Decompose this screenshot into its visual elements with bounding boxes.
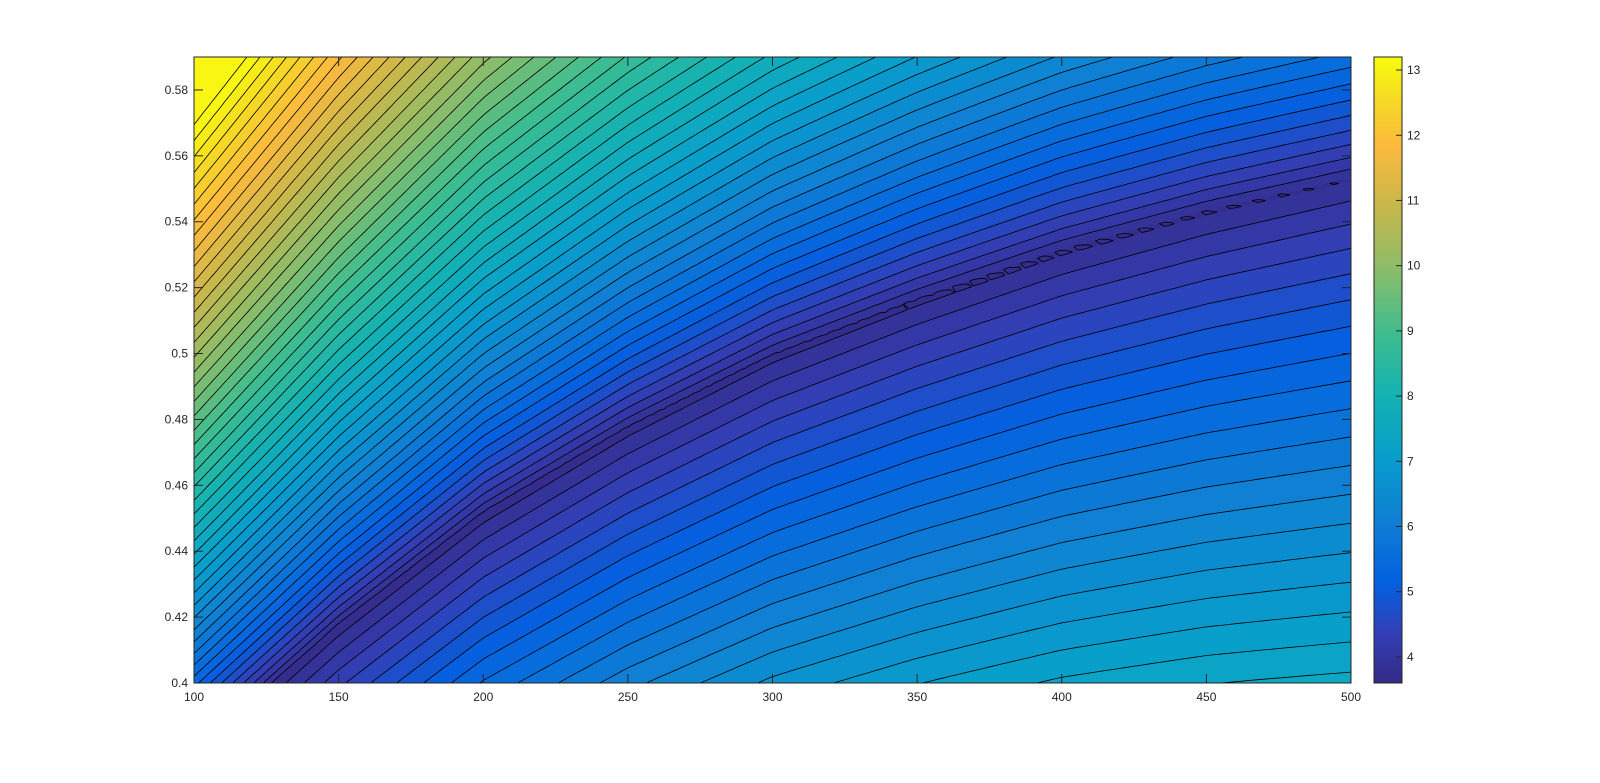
colorbar-tick-label: 7 [1407, 454, 1414, 468]
plot-area [193, 56, 1352, 684]
y-tick-label: 0.48 [165, 412, 189, 426]
contour-line [194, 57, 492, 373]
contour-line [194, 57, 1351, 683]
contour-fill [194, 57, 1351, 683]
contour-line [194, 57, 315, 205]
contour-line [194, 57, 626, 459]
y-tick-label: 0.5 [171, 347, 188, 361]
contour-lines [194, 57, 1351, 683]
colorbar-tick-label: 10 [1407, 259, 1421, 273]
y-tick-label: 0.52 [165, 281, 189, 295]
y-tick-label: 0.44 [165, 544, 189, 558]
contour-line [194, 57, 456, 343]
x-tick-label: 200 [473, 690, 493, 704]
contour-line [194, 57, 1351, 683]
contour-line [194, 57, 1351, 683]
colorbar-frame [1373, 56, 1403, 684]
contour-line [194, 57, 274, 157]
colorbar-tick-label: 8 [1407, 389, 1414, 403]
contour-line [194, 57, 261, 141]
contour-line [194, 57, 652, 473]
contour-line [221, 115, 1351, 683]
colorbar-tick-label: 4 [1407, 650, 1414, 664]
contour-line [194, 57, 423, 313]
contour-line [194, 57, 301, 189]
contour-line [194, 57, 343, 236]
colorbar-tick-label: 9 [1407, 324, 1414, 338]
contour-line [194, 57, 287, 173]
contour-line [262, 168, 1351, 683]
contour-line [253, 157, 1351, 683]
contour-line [194, 57, 374, 267]
colorbar-tick-label: 6 [1407, 520, 1414, 534]
contour-line [194, 57, 248, 125]
y-tick-label: 0.42 [165, 610, 189, 624]
contour-line [194, 57, 439, 328]
y-tick-label: 0.46 [165, 478, 189, 492]
y-tick-label: 0.58 [165, 83, 189, 97]
contour-line [194, 57, 708, 501]
contour-line [194, 57, 328, 221]
contour-line [209, 99, 1351, 683]
contour-line [194, 57, 535, 402]
y-axis: 0.4 0.42 0.44 0.46 0.48 0.5 0.52 0.54 0.56 0.58 [165, 83, 1351, 690]
x-tick-label: 500 [1341, 690, 1361, 704]
contour-line [194, 57, 1351, 683]
x-tick-label: 450 [1196, 690, 1216, 704]
contour-line [194, 57, 766, 528]
colorbar-tick-label: 11 [1407, 193, 1420, 207]
contour-line [194, 57, 406, 298]
contour-line [194, 57, 1351, 683]
contour-line [194, 66, 1351, 683]
contour-line [194, 57, 736, 515]
contour-line [194, 57, 557, 417]
contour-line [194, 57, 1351, 683]
x-tick-label: 100 [184, 690, 204, 704]
contour-line [194, 57, 358, 252]
x-tick-label: 300 [762, 690, 782, 704]
contour-line [194, 57, 1351, 683]
x-tick-label: 350 [907, 690, 927, 704]
contour-line [194, 57, 1351, 683]
contour-line [194, 57, 579, 431]
contour-line [194, 57, 513, 388]
colorbar-tick-label: 13 [1407, 63, 1421, 77]
x-tick-label: 150 [329, 690, 349, 704]
x-tick-label: 250 [618, 690, 638, 704]
x-axis: 100 150 200 250 300 350 400 450 500 [184, 57, 1361, 704]
colorbar-fill [1374, 57, 1402, 683]
colorbar-tick-label: 12 [1407, 128, 1421, 142]
contour-line [194, 57, 1351, 683]
contour-line [194, 57, 1351, 683]
colorbar-ticks: 4 5 6 7 8 9 10 11 12 13 [1396, 63, 1421, 664]
contour-line [198, 83, 1351, 683]
x-tick-label: 400 [1052, 690, 1072, 704]
colorbar: 4 5 6 7 8 9 10 11 12 13 [1373, 56, 1421, 684]
y-tick-label: 0.56 [165, 149, 189, 163]
colorbar-tick-label: 5 [1407, 585, 1414, 599]
y-tick-label: 0.4 [171, 676, 188, 690]
contour-line [232, 129, 1351, 683]
contour-line [194, 57, 473, 358]
contour-line [243, 143, 1351, 683]
contour-line [194, 57, 800, 542]
contour-line [194, 57, 390, 283]
contour-line [271, 182, 1339, 683]
contour-line [194, 57, 680, 487]
contour-line [194, 57, 602, 445]
y-tick-label: 0.54 [165, 215, 189, 229]
